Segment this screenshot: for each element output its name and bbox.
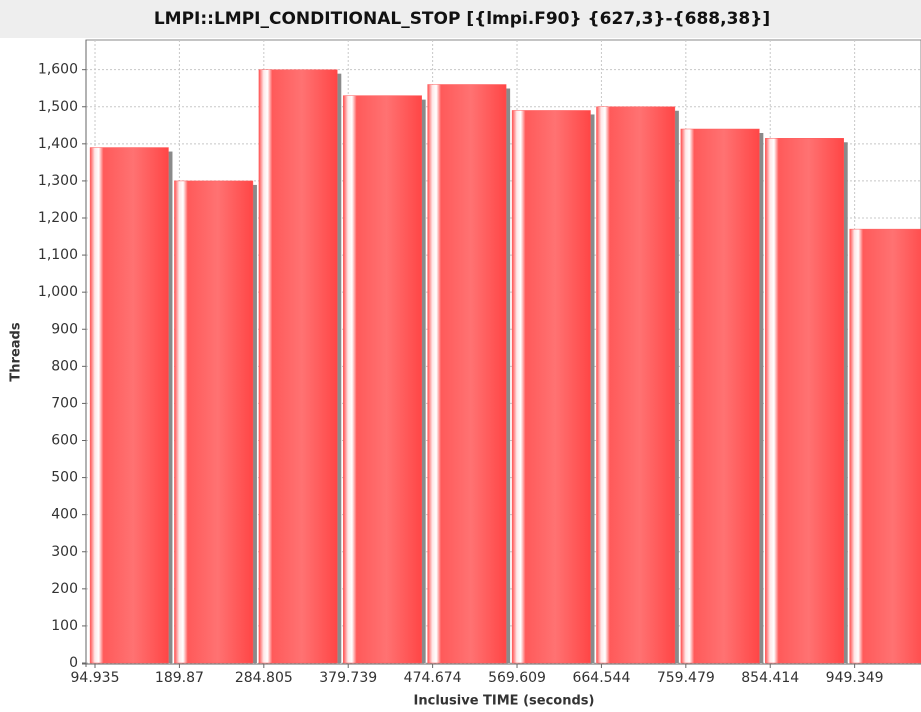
x-tick-label: 949.349	[826, 670, 884, 686]
y-tick-label: 500	[51, 470, 78, 486]
y-tick-label: 400	[51, 507, 78, 523]
x-tick-label: 664.544	[572, 670, 630, 686]
y-tick-label: 1,600	[38, 62, 78, 78]
y-tick-label: 1,200	[38, 210, 78, 226]
x-tick-label: 474.674	[404, 670, 462, 686]
x-tick-label: 284.805	[235, 670, 293, 686]
y-tick-label: 1,300	[38, 173, 78, 189]
y-tick-label: 1,500	[38, 99, 78, 115]
x-tick-label: 569.609	[488, 670, 546, 686]
y-tick-label: 1,100	[38, 247, 78, 263]
bar	[174, 180, 254, 664]
bar	[680, 128, 760, 664]
bar	[765, 138, 844, 664]
y-tick-label: 700	[51, 395, 78, 411]
bar	[89, 147, 169, 664]
bar	[511, 110, 591, 664]
y-tick-label: 200	[51, 581, 78, 597]
y-tick-label: 300	[51, 544, 78, 560]
bar	[427, 84, 507, 664]
x-tick-label: 854.414	[741, 670, 799, 686]
x-tick-label: 759.479	[657, 670, 715, 686]
y-tick-label: 100	[51, 618, 78, 634]
title-bar	[0, 0, 921, 38]
x-tick-label: 379.739	[319, 670, 377, 686]
y-tick-label: 0	[69, 655, 78, 671]
y-tick-label: 1,400	[38, 136, 78, 152]
x-tick-label: 94.935	[71, 670, 120, 686]
bar	[596, 106, 676, 664]
x-tick-label: 189.87	[155, 670, 204, 686]
bar	[343, 95, 422, 664]
bar	[258, 69, 338, 664]
y-tick-label: 600	[51, 433, 78, 449]
y-tick-label: 1,000	[38, 284, 78, 300]
y-tick-label: 800	[51, 358, 78, 374]
chart-title: LMPI::LMPI_CONDITIONAL_STOP [{lmpi.F90} …	[154, 9, 770, 29]
bars	[89, 69, 921, 664]
axes: 0 100 200 300 400 500 600 700 800 900 1,000 1,100 1,…	[38, 40, 921, 686]
y-axis-label: Threads	[9, 322, 24, 381]
y-tick-label: 900	[51, 321, 78, 337]
bar	[849, 228, 921, 664]
x-axis-label: Inclusive TIME (seconds)	[414, 694, 595, 709]
